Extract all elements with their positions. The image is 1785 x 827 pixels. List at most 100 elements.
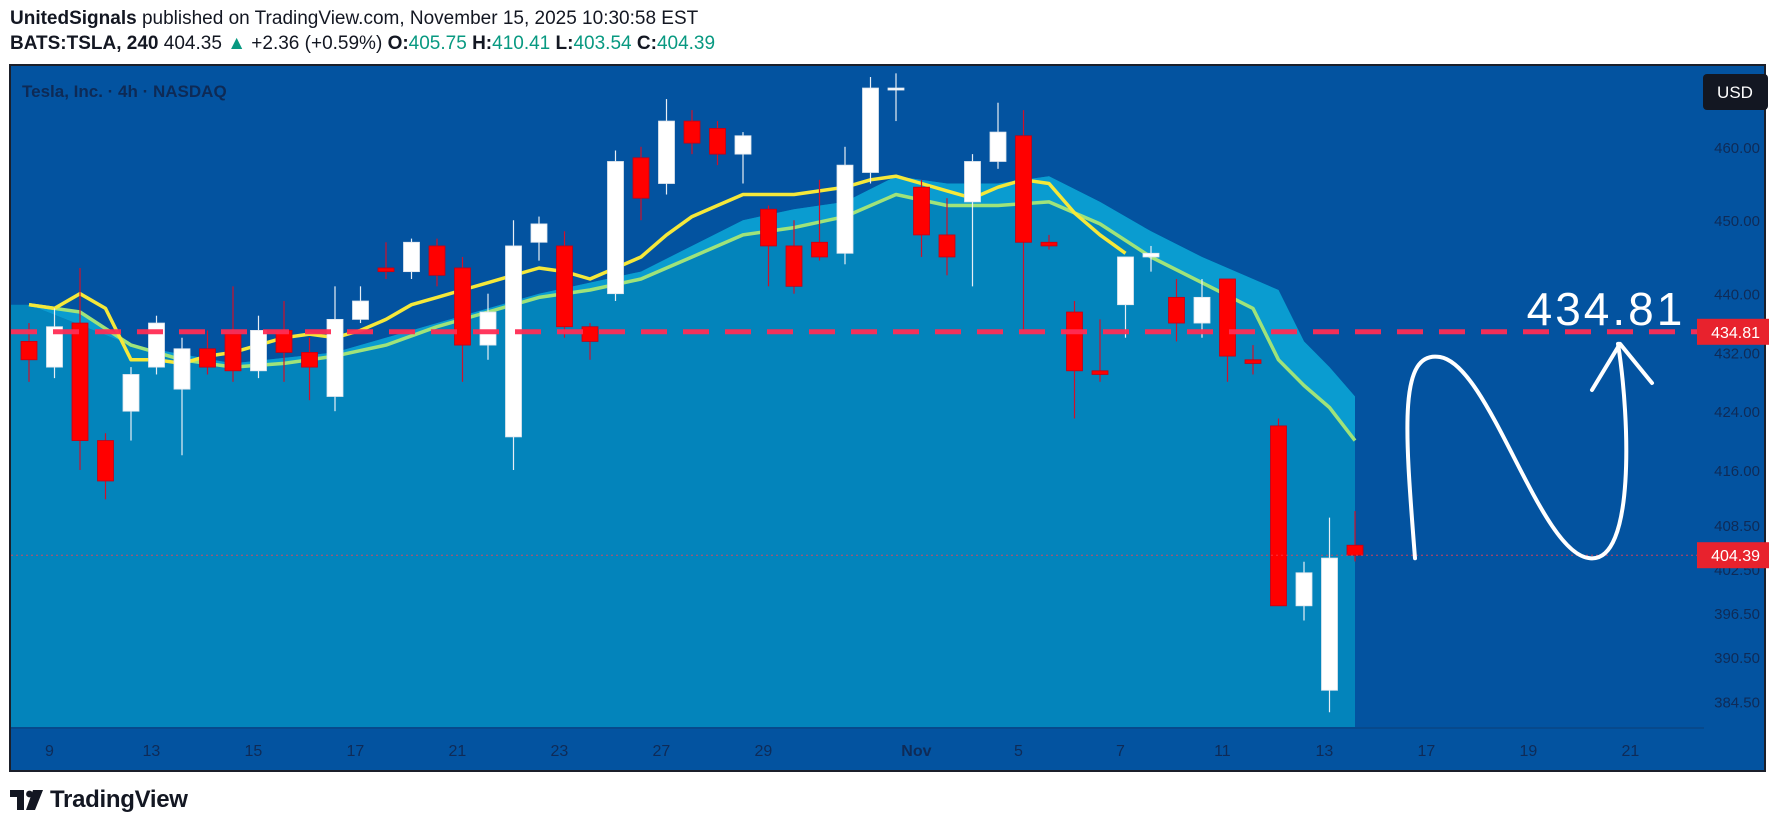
candle-body[interactable] bbox=[989, 131, 1007, 162]
projection-arrow bbox=[1405, 341, 1629, 561]
candle-body[interactable] bbox=[1066, 311, 1083, 372]
candle-body[interactable] bbox=[199, 348, 216, 368]
x-tick-label: 21 bbox=[449, 743, 467, 760]
candle-body[interactable] bbox=[632, 157, 650, 199]
candle-body[interactable] bbox=[530, 223, 548, 243]
candle-body[interactable] bbox=[1219, 278, 1236, 357]
candle-body[interactable] bbox=[556, 245, 573, 328]
published-text: published on TradingView.com, November 1… bbox=[141, 8, 699, 29]
close-label: C: bbox=[636, 33, 657, 54]
y-tick-label: 384.50 bbox=[1714, 694, 1760, 711]
candle-body[interactable] bbox=[1193, 296, 1211, 324]
y-tick-label: 432.00 bbox=[1714, 345, 1760, 362]
candle-body[interactable] bbox=[581, 326, 599, 342]
candle-body[interactable] bbox=[428, 245, 446, 276]
author-name[interactable]: UnitedSignals bbox=[10, 8, 137, 29]
candle-body[interactable] bbox=[1168, 296, 1185, 324]
last-price-label-bg bbox=[1697, 542, 1769, 569]
candle-body[interactable] bbox=[913, 186, 930, 236]
currency-label: USD bbox=[1717, 83, 1753, 102]
x-tick-label: 7 bbox=[1116, 743, 1125, 760]
candle-body[interactable] bbox=[1295, 572, 1313, 607]
candle-body[interactable] bbox=[1117, 256, 1134, 306]
candle-body[interactable] bbox=[709, 128, 726, 155]
y-tick-label: 390.50 bbox=[1714, 650, 1760, 667]
x-tick-label: 9 bbox=[45, 743, 54, 760]
candle-body[interactable] bbox=[377, 267, 395, 273]
candle-body[interactable] bbox=[760, 208, 777, 247]
candle-body[interactable] bbox=[683, 120, 701, 144]
last-price-label: 404.39 bbox=[1711, 548, 1760, 565]
last-price: 404.35 bbox=[163, 33, 222, 54]
price-change: +2.36 (+0.59%) bbox=[251, 33, 383, 54]
candle-body[interactable] bbox=[938, 234, 956, 258]
candle-body[interactable] bbox=[505, 245, 522, 438]
candle-body[interactable] bbox=[250, 329, 267, 372]
candle-body[interactable] bbox=[1142, 252, 1160, 258]
candle-body[interactable] bbox=[658, 120, 675, 184]
candle-body[interactable] bbox=[811, 241, 828, 258]
candle-body[interactable] bbox=[326, 318, 344, 397]
candle-body[interactable] bbox=[301, 352, 318, 368]
brand-name: TradingView bbox=[50, 786, 188, 813]
candle-body[interactable] bbox=[1321, 557, 1338, 691]
y-tick-label: 440.00 bbox=[1714, 287, 1760, 304]
candle-body[interactable] bbox=[1244, 359, 1262, 364]
x-tick-label: Nov bbox=[901, 743, 931, 760]
publish-line: UnitedSignals published on TradingView.c… bbox=[10, 8, 698, 30]
ohlc-line: BATS:TSLA, 240 404.35 ▲ +2.36 (+0.59%) O… bbox=[10, 33, 715, 55]
high-label: H: bbox=[472, 33, 493, 54]
close-value: 404.39 bbox=[656, 33, 716, 54]
x-tick-label: 21 bbox=[1622, 743, 1640, 760]
candle-body[interactable] bbox=[97, 440, 114, 482]
projection-arrowhead bbox=[1590, 341, 1654, 392]
price-axis-bg bbox=[1705, 66, 1764, 736]
candle-body[interactable] bbox=[862, 87, 879, 173]
candle-body[interactable] bbox=[122, 374, 140, 412]
high-value: 410.41 bbox=[492, 33, 551, 54]
tradingview-brand[interactable]: TradingView bbox=[10, 786, 188, 814]
x-tick-label: 5 bbox=[1014, 743, 1023, 760]
ema-green-line bbox=[28, 192, 1357, 442]
x-tick-label: 13 bbox=[1316, 743, 1334, 760]
candle-body[interactable] bbox=[836, 164, 854, 254]
candle-body[interactable] bbox=[224, 333, 242, 372]
x-tick-label: 15 bbox=[245, 743, 263, 760]
price-area-fill bbox=[11, 176, 1355, 727]
candle-body[interactable] bbox=[403, 241, 420, 273]
candle-body[interactable] bbox=[964, 161, 981, 203]
low-label: L: bbox=[555, 33, 574, 54]
candle-body[interactable] bbox=[734, 135, 752, 155]
y-tick-label: 460.00 bbox=[1714, 140, 1760, 157]
symbol-label[interactable]: BATS:TSLA, 240 bbox=[10, 33, 159, 54]
tradingview-logo-icon bbox=[10, 790, 43, 810]
x-tick-label: 19 bbox=[1520, 743, 1538, 760]
y-tick-label: 396.50 bbox=[1714, 606, 1760, 623]
target-price-label-bg bbox=[1697, 318, 1769, 345]
candle-body[interactable] bbox=[1040, 241, 1058, 247]
time-axis-bg bbox=[11, 728, 1704, 770]
candle-body[interactable] bbox=[1346, 544, 1364, 556]
candle-body[interactable] bbox=[887, 87, 905, 91]
candle-body[interactable] bbox=[20, 341, 38, 361]
candle-body[interactable] bbox=[1091, 370, 1109, 375]
candle-body[interactable] bbox=[352, 300, 369, 320]
candle-body[interactable] bbox=[454, 267, 471, 346]
candle-body[interactable] bbox=[479, 311, 497, 346]
open-value: 405.75 bbox=[408, 33, 467, 54]
candle-body[interactable] bbox=[71, 322, 89, 441]
x-tick-label: 17 bbox=[1418, 743, 1436, 760]
x-tick-label: 29 bbox=[755, 743, 773, 760]
candle-body[interactable] bbox=[607, 161, 624, 295]
triangle-up-icon: ▲ bbox=[227, 33, 247, 54]
candle-body[interactable] bbox=[1015, 135, 1032, 243]
y-tick-label: 416.00 bbox=[1714, 463, 1760, 480]
currency-button[interactable]: USD bbox=[1703, 74, 1768, 110]
candle-body[interactable] bbox=[46, 326, 63, 368]
candle-body[interactable] bbox=[173, 348, 191, 390]
candle-body[interactable] bbox=[1270, 425, 1287, 607]
low-value: 403.54 bbox=[573, 33, 632, 54]
y-tick-label: 424.00 bbox=[1714, 404, 1760, 421]
candle-body[interactable] bbox=[785, 245, 803, 287]
